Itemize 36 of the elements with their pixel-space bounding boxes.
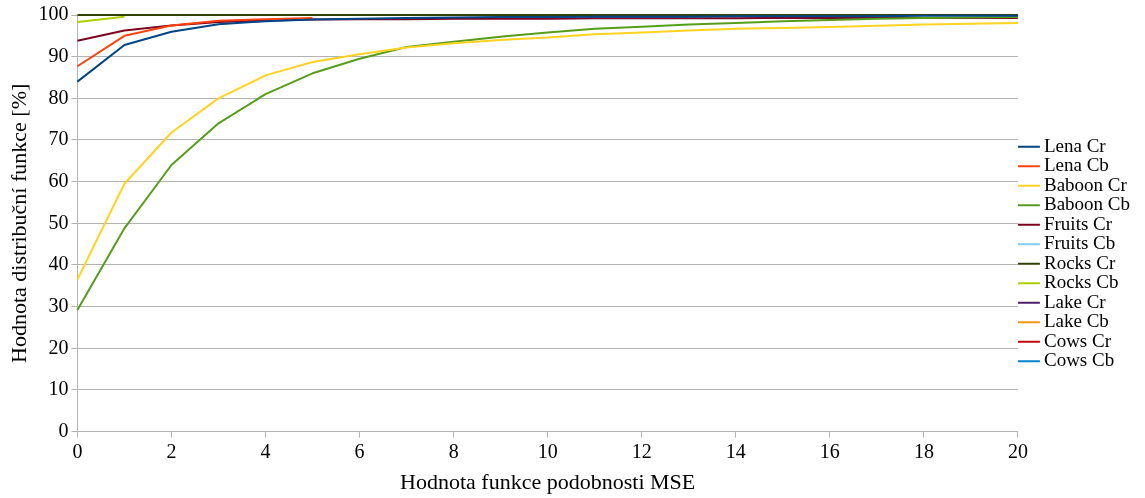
legend-label: Lake Cr [1043, 290, 1107, 312]
y-axis-title: Hodnota distribuční funkce [%] [5, 83, 31, 363]
legend-label: Fruits Cr [1043, 212, 1113, 234]
y-tick-label: 20 [48, 335, 69, 358]
x-tick-label: 6 [354, 439, 365, 462]
y-tick-label: 60 [48, 168, 69, 191]
legend-label: Cows Cr [1043, 329, 1112, 351]
x-axis-title: Hodnota funkce podobnosti MSE [400, 468, 696, 494]
legend-label: Rocks Cr [1043, 251, 1116, 273]
x-tick-label: 2 [166, 439, 177, 462]
legend-label: Baboon Cb [1043, 193, 1130, 215]
y-tick-label: 40 [48, 252, 69, 275]
legend-label: Cows Cb [1043, 349, 1115, 371]
legend-label: Fruits Cb [1043, 232, 1116, 254]
x-tick-label: 0 [72, 439, 83, 462]
x-tick-label: 12 [631, 439, 652, 462]
x-tick-label: 18 [913, 439, 934, 462]
legend-label: Lake Cb [1043, 310, 1109, 332]
x-tick-label: 16 [819, 439, 840, 462]
x-tick-label: 14 [725, 439, 746, 462]
x-tick-label: 4 [260, 439, 271, 462]
y-tick-label: 50 [48, 210, 69, 233]
x-tick-label: 8 [448, 439, 459, 462]
y-tick-label: 80 [48, 85, 69, 108]
y-tick-label: 30 [48, 293, 69, 316]
legend-label: Lena Cb [1043, 154, 1109, 176]
x-tick-label: 20 [1007, 439, 1028, 462]
y-tick-label: 100 [38, 2, 69, 25]
y-tick-label: 10 [48, 377, 69, 400]
legend-label: Rocks Cb [1043, 271, 1119, 293]
x-tick-label: 10 [537, 439, 558, 462]
y-tick-label: 70 [48, 127, 69, 150]
legend-label: Lena Cr [1043, 134, 1107, 156]
y-tick-label: 0 [58, 418, 69, 441]
legend-label: Baboon Cr [1043, 173, 1128, 195]
y-tick-label: 90 [48, 43, 69, 66]
